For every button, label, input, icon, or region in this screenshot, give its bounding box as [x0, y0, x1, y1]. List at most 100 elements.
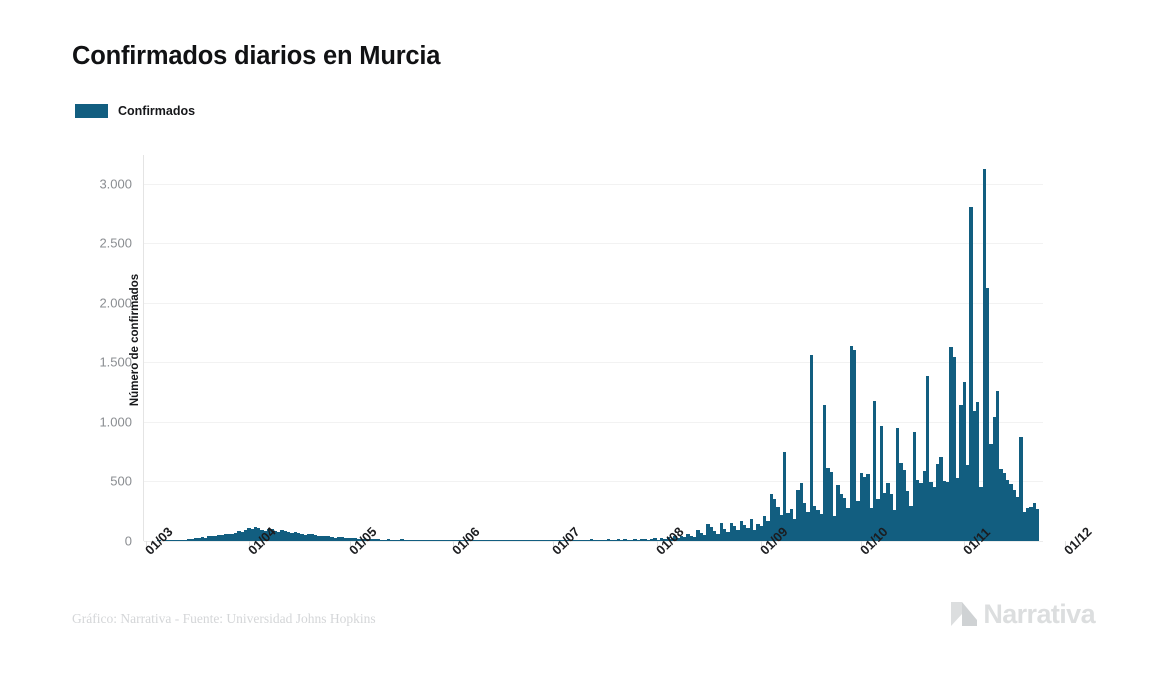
brand-name: Narrativa	[983, 598, 1095, 629]
bar	[812, 505, 817, 541]
bar	[756, 523, 760, 541]
bar	[606, 539, 610, 541]
bar	[949, 347, 953, 541]
bar	[403, 539, 407, 541]
bar	[503, 540, 507, 541]
bar	[197, 537, 201, 541]
bar	[846, 508, 850, 541]
bar	[210, 535, 214, 541]
y-axis-tick: 2.000	[99, 295, 132, 311]
bar	[310, 534, 314, 541]
bar	[939, 456, 943, 541]
x-axis-tick-mark	[860, 541, 862, 546]
bar	[896, 428, 900, 541]
bar	[207, 536, 211, 541]
bar	[233, 532, 238, 541]
bar	[486, 540, 491, 541]
bar	[380, 539, 384, 541]
gridline	[144, 243, 1043, 245]
bar	[297, 532, 301, 541]
bar	[822, 405, 827, 541]
y-axis-title: Número de confirmados	[129, 273, 141, 407]
bar	[490, 540, 494, 541]
bar	[187, 538, 191, 541]
bar	[1029, 507, 1033, 541]
bar	[337, 536, 341, 541]
bar	[280, 530, 284, 541]
bar	[240, 531, 244, 541]
bar	[686, 534, 690, 541]
bar	[902, 469, 907, 541]
bar	[470, 540, 474, 541]
bar	[769, 493, 774, 541]
bar	[593, 539, 597, 541]
x-axis-tick-mark	[145, 541, 147, 546]
bar	[510, 540, 514, 541]
bar	[713, 530, 717, 541]
gridlines	[144, 160, 1043, 542]
bar	[243, 529, 248, 541]
bar	[500, 540, 504, 541]
bar	[966, 465, 970, 541]
bar	[653, 538, 657, 541]
bar	[363, 538, 367, 541]
bar	[882, 492, 887, 541]
bar	[976, 402, 980, 541]
bar	[553, 540, 557, 541]
bar	[916, 480, 920, 541]
bar	[357, 538, 361, 541]
x-axis-tick-mark	[760, 541, 762, 546]
bar	[506, 540, 511, 541]
bar	[1009, 484, 1013, 541]
bar	[839, 494, 843, 541]
bar	[789, 508, 793, 541]
bar	[223, 534, 228, 541]
bar	[190, 539, 194, 541]
bar	[919, 483, 923, 541]
bar	[719, 522, 724, 541]
bar	[796, 489, 800, 541]
bar	[816, 509, 820, 541]
bar	[633, 539, 637, 541]
bar	[736, 529, 740, 541]
gridline	[144, 481, 1043, 483]
bar	[203, 537, 208, 541]
bar	[986, 288, 990, 541]
bar	[709, 526, 714, 541]
bar	[560, 540, 564, 541]
bar	[749, 519, 754, 541]
bar	[533, 540, 537, 541]
bar	[353, 537, 357, 541]
bar	[350, 538, 354, 541]
bar	[629, 540, 634, 541]
bar	[1002, 472, 1006, 541]
bar	[383, 539, 387, 541]
bar	[526, 540, 531, 541]
bar	[613, 540, 617, 541]
x-axis-tick-mark	[453, 541, 455, 546]
bar	[616, 539, 620, 541]
bar	[400, 539, 404, 541]
bar	[333, 537, 338, 541]
bar	[217, 534, 221, 541]
y-axis-tick-labels: 0 500 1.000 1.500 2.000 2.500 3.000	[0, 160, 132, 548]
y-axis-line	[143, 155, 144, 541]
bar	[599, 539, 604, 541]
bar	[247, 528, 251, 541]
bar	[723, 528, 727, 541]
bar	[832, 515, 837, 541]
bar	[293, 531, 298, 541]
bar	[1022, 512, 1026, 541]
bar	[656, 539, 660, 541]
bar	[420, 540, 424, 541]
bar	[287, 532, 291, 541]
bar	[879, 426, 883, 541]
bar	[493, 540, 497, 541]
bar	[393, 539, 397, 541]
bar	[170, 540, 174, 541]
bar	[899, 462, 903, 541]
bar	[693, 537, 697, 541]
bar	[826, 468, 830, 541]
chart-legend: Confirmados	[75, 104, 195, 118]
bar	[892, 509, 897, 541]
